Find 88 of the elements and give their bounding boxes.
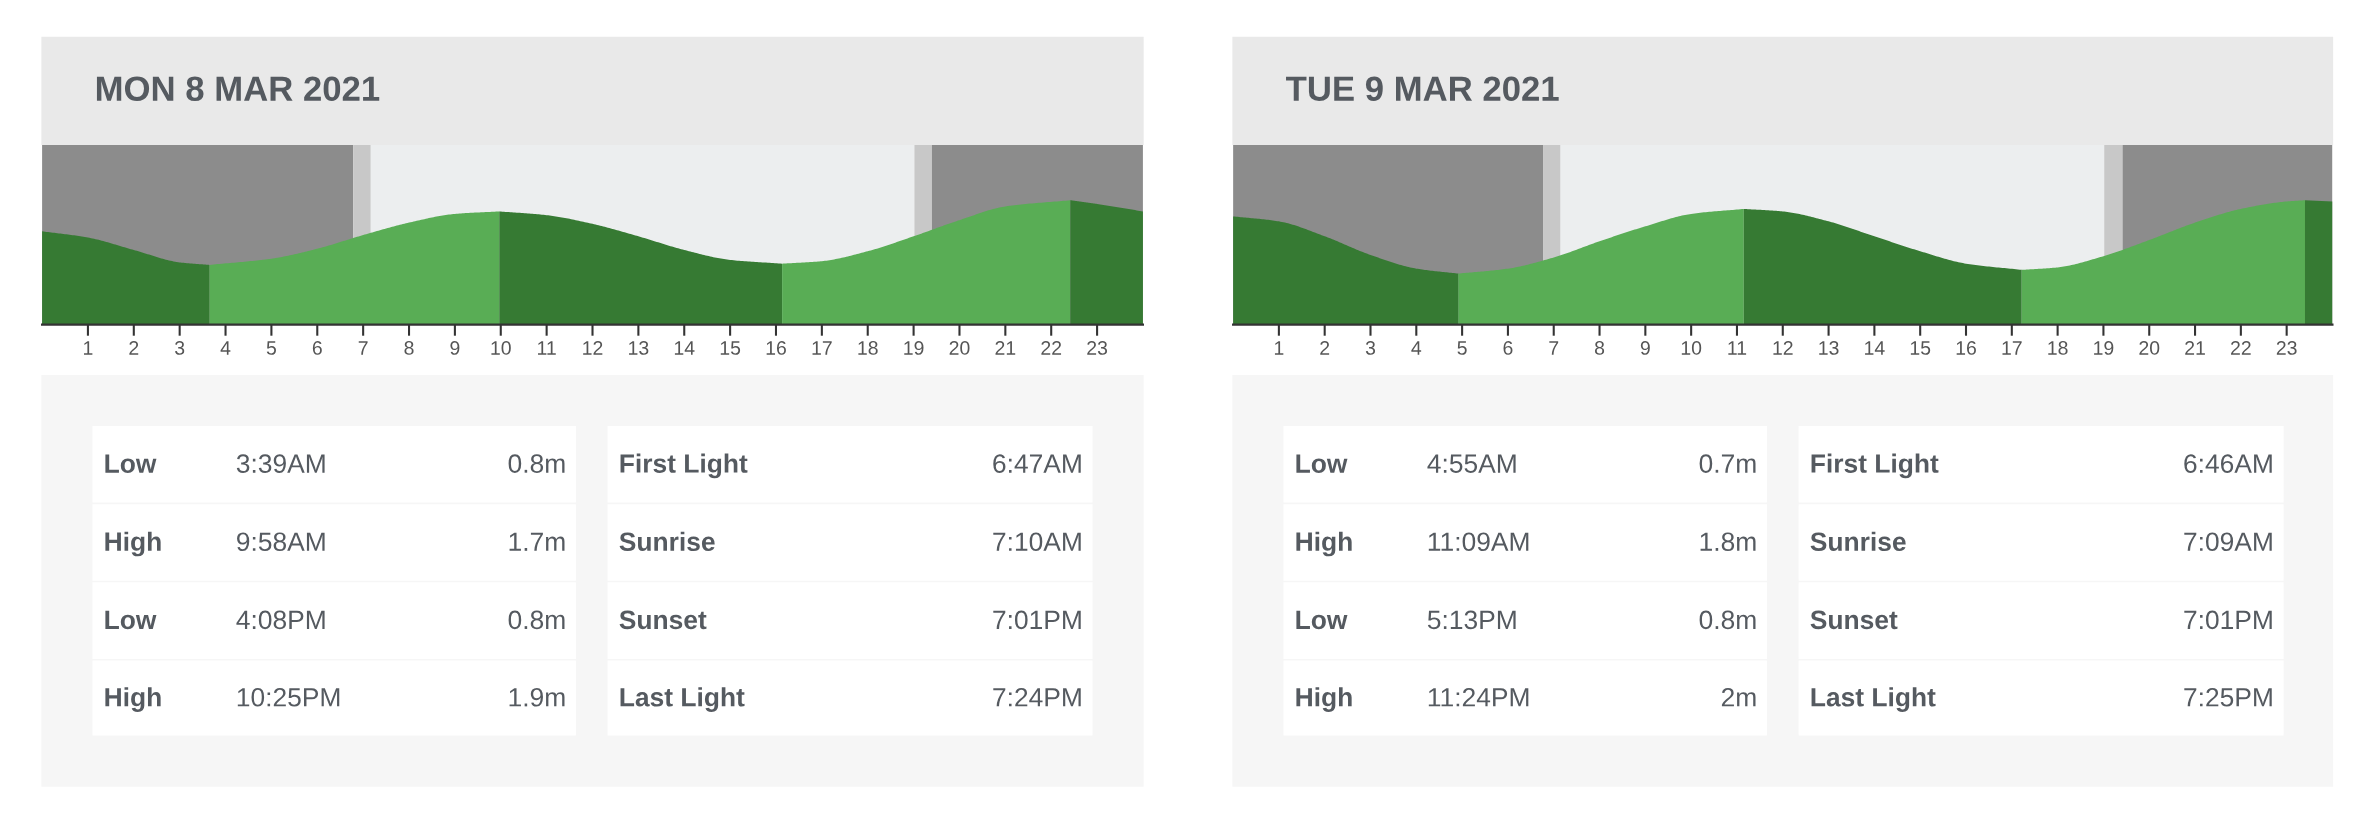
x-tick-label: 7: [1549, 341, 1559, 355]
text: Sunrise: [619, 531, 715, 552]
x-tick-label: 18: [2048, 341, 2068, 355]
x-tick-label: 10: [1681, 341, 1702, 355]
text: 2m: [1721, 687, 1756, 707]
x-tick-label: 5: [266, 341, 276, 355]
x-tick-label: 19: [904, 341, 924, 355]
x-tick-label: 8: [404, 341, 414, 355]
x-tick-label: 13: [1819, 341, 1839, 355]
text: 1.9m: [509, 687, 565, 707]
x-tick-label: 5: [1457, 341, 1467, 355]
x-tick-label: 1: [1274, 341, 1284, 355]
text: 1.8m: [1700, 532, 1756, 552]
x-tick-label: 9: [1640, 341, 1650, 355]
x-tick-label: 21: [995, 341, 1016, 355]
text: First Light: [1811, 453, 1939, 479]
x-tick-label: 6: [312, 341, 322, 355]
x-tick-label: 16: [766, 341, 786, 355]
text: Last Light: [1811, 687, 1936, 712]
x-tick-label: 19: [2094, 341, 2114, 355]
x-tick-label: 9: [450, 341, 460, 355]
x-tick-label: 10: [491, 341, 511, 355]
x-tick-label: 13: [629, 341, 649, 355]
x-tick-label: 1: [84, 341, 93, 355]
x-tick-label: 6: [1503, 341, 1513, 355]
x-tick-label: 22: [2231, 341, 2251, 355]
text: High: [1296, 531, 1352, 557]
text: High: [105, 531, 161, 557]
x-tick-label: 16: [1956, 341, 1976, 355]
x-tick-label: 12: [1773, 341, 1793, 355]
x-tick-label: 8: [1594, 341, 1605, 355]
x-tick-label: 20: [949, 341, 970, 355]
chart-title: TUE 9 MAR 2021: [1286, 76, 1559, 101]
text: 4:08PM: [236, 610, 325, 630]
x-tick-label: 11: [1728, 341, 1747, 355]
x-tick-label: 3: [1365, 341, 1376, 355]
text: First Light: [620, 453, 748, 479]
chart-title: MON 8 MAR 2021: [96, 76, 380, 101]
x-tick-label: 3: [175, 341, 185, 355]
text: Sunset: [619, 610, 707, 630]
text: 7:24PM: [993, 687, 1081, 707]
text: 10:25PM: [237, 687, 340, 707]
text: High: [1296, 687, 1352, 712]
x-tick-label: 2: [129, 341, 139, 355]
x-tick-label: 23: [1087, 341, 1108, 355]
text: 0.8m: [1699, 610, 1756, 630]
x-tick-label: 21: [2185, 341, 2205, 355]
x-tick-label: 20: [2139, 341, 2160, 355]
text: High: [105, 687, 161, 712]
text: 9:58AM: [237, 532, 325, 552]
text: 6:46AM: [2184, 454, 2272, 473]
x-tick-label: 14: [1865, 341, 1885, 355]
text: Last Light: [620, 687, 745, 712]
text: 4:55AM: [1427, 454, 1516, 473]
text: Low: [1296, 454, 1348, 473]
text: 1.7m: [509, 532, 565, 551]
text: 6:47AM: [993, 454, 1081, 473]
text: 0.8m: [508, 610, 565, 630]
x-tick-label: 15: [720, 341, 741, 355]
x-tick-label: 18: [858, 341, 878, 355]
text: 3:39AM: [236, 454, 325, 473]
text: Sunrise: [1810, 531, 1906, 552]
x-tick-label: 4: [1411, 341, 1422, 355]
x-tick-label: 22: [1041, 341, 1062, 355]
text: 11:09AM: [1428, 532, 1529, 552]
x-tick-label: 12: [583, 341, 603, 355]
x-tick-label: 2: [1320, 341, 1330, 355]
x-tick-label: 17: [2002, 341, 2022, 355]
x-tick-label: 17: [812, 341, 832, 355]
x-tick-label: 23: [2276, 341, 2297, 355]
text: 0.8m: [508, 454, 565, 473]
x-tick-label: 15: [1910, 341, 1931, 355]
text: 11:24PM: [1428, 687, 1529, 707]
text: 7:25PM: [2184, 687, 2272, 707]
text: 7:01PM: [993, 610, 1081, 630]
text: Sunset: [1810, 610, 1898, 630]
x-tick-label: 14: [674, 341, 695, 355]
text: 7:09AM: [2184, 532, 2272, 552]
text: Low: [1296, 610, 1348, 630]
text: Low: [105, 454, 157, 473]
text: 7:10AM: [993, 532, 1081, 552]
x-tick-label: 7: [358, 341, 368, 355]
text: 0.7m: [1699, 454, 1756, 473]
x-tick-label: 11: [538, 341, 556, 355]
text: 5:13PM: [1427, 610, 1516, 630]
text: 7:01PM: [2184, 610, 2272, 630]
x-tick-label: 4: [220, 341, 231, 355]
text: Low: [105, 610, 157, 630]
